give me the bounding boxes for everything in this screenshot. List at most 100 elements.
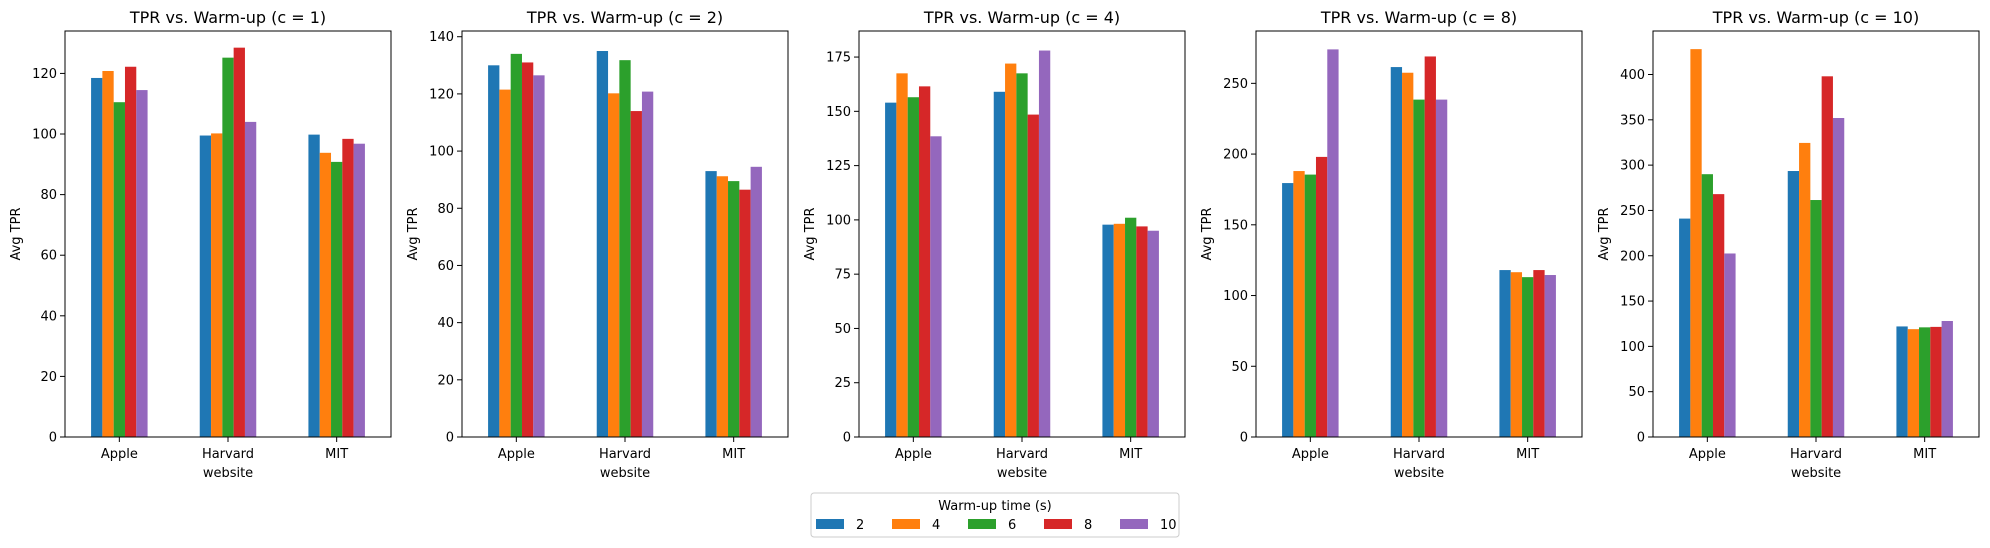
legend-swatch-4 — [892, 519, 920, 529]
panel-4: 0 50 100 150 200 250 Apple Harvard MIT website Avg… — [1200, 8, 1583, 481]
y-tick-label: 100 — [1620, 340, 1645, 355]
legend-title: Warm-up time (s) — [938, 499, 1052, 514]
y-tick-label: 0 — [1240, 431, 1248, 446]
bar-harvard-10 — [1435, 99, 1448, 438]
x-tick-label: Harvard — [1790, 447, 1842, 462]
bar-harvard-4 — [1402, 72, 1414, 437]
bar-mit-10 — [1147, 230, 1159, 437]
bar-apple-6 — [113, 102, 125, 437]
bar-mit-6 — [331, 161, 343, 437]
bar-apple-2 — [885, 102, 897, 438]
bar-apple-2 — [91, 77, 103, 438]
panel-2: 0 20 40 60 80 100 120 140 Apple Harvard MIT website… — [406, 8, 789, 481]
y-tick-label: 75 — [834, 268, 851, 283]
bar-mit-2 — [1896, 326, 1908, 437]
y-tick-label: 100 — [1223, 289, 1248, 304]
bar-apple-4 — [1293, 171, 1305, 438]
y-tick-label: 20 — [40, 370, 57, 385]
bar-mit-8 — [1136, 226, 1148, 437]
x-tick-label: MIT — [325, 447, 348, 462]
bar-mit-6 — [1919, 327, 1931, 437]
x-tick-label: Apple — [1292, 447, 1329, 462]
y-tick-label: 50 — [1231, 360, 1248, 375]
panel-title: TPR vs. Warm-up (c = 10) — [1712, 8, 1919, 27]
bar-harvard-10 — [1832, 118, 1845, 437]
bar-harvard-4 — [608, 93, 620, 437]
bar-apple-2 — [1282, 183, 1294, 437]
bar-mit-6 — [1125, 217, 1137, 437]
y-tick-label: 120 — [429, 87, 454, 102]
bar-apple-10 — [533, 75, 545, 437]
y-tick-label: 200 — [1223, 148, 1248, 163]
bar-harvard-2 — [199, 135, 212, 437]
bar-harvard-8 — [1424, 56, 1436, 438]
bar-mit-2 — [1499, 270, 1511, 437]
panel-title: TPR vs. Warm-up (c = 2) — [526, 8, 723, 27]
bar-apple-4 — [102, 70, 114, 438]
x-axis-label: website — [1394, 466, 1444, 481]
y-tick-label: 150 — [826, 105, 851, 120]
y-tick-label: 60 — [40, 249, 57, 264]
bar-mit-10 — [1544, 275, 1556, 437]
panel-title: TPR vs. Warm-up (c = 8) — [1320, 8, 1517, 27]
bar-harvard-10 — [244, 121, 257, 438]
bar-harvard-6 — [222, 57, 234, 437]
bar-apple-10 — [1327, 49, 1339, 437]
y-axis-label: Avg TPR — [1200, 207, 1215, 260]
y-tick-label: 150 — [1223, 218, 1248, 233]
x-tick-label: Apple — [1689, 447, 1726, 462]
bar-mit-6 — [1522, 277, 1534, 437]
bar-mit-4 — [1113, 223, 1126, 437]
y-tick-label: 350 — [1620, 113, 1645, 128]
bar-mit-8 — [1533, 270, 1545, 437]
x-tick-label: Apple — [895, 447, 932, 462]
bar-apple-8 — [918, 86, 931, 438]
x-tick-label: MIT — [1119, 447, 1142, 462]
bar-apple-6 — [510, 53, 522, 438]
x-tick-label: Harvard — [1393, 447, 1445, 462]
y-tick-label: 100 — [429, 145, 454, 160]
bar-apple-4 — [896, 73, 908, 437]
y-tick-label: 200 — [1620, 249, 1645, 264]
bar-harvard-4 — [1799, 142, 1811, 438]
bar-harvard-4 — [211, 133, 223, 437]
bar-mit-8 — [342, 138, 354, 438]
bar-apple-6 — [1701, 174, 1713, 437]
y-tick-label: 400 — [1620, 68, 1645, 83]
bar-mit-2 — [1102, 224, 1114, 437]
x-tick-label: MIT — [1913, 447, 1936, 462]
legend: Warm-up time (s) 2 4 6 8 10 — [810, 492, 1180, 538]
y-axis-label: Avg TPR — [1597, 207, 1612, 260]
panel-3: 0 25 50 75 100 125 150 175 Apple Harvard MIT websit… — [803, 8, 1186, 481]
bar-mit-8 — [739, 189, 751, 437]
y-tick-label: 250 — [1620, 204, 1645, 219]
panel-title: TPR vs. Warm-up (c = 1) — [129, 8, 326, 27]
y-tick-label: 50 — [1628, 385, 1645, 400]
bar-harvard-10 — [1038, 50, 1051, 437]
bar-mit-2 — [705, 171, 717, 437]
x-tick-label: MIT — [1516, 447, 1539, 462]
y-tick-label: 100 — [826, 213, 851, 228]
x-axis-label: website — [997, 466, 1047, 481]
bar-mit-4 — [716, 176, 729, 437]
bar-apple-6 — [907, 97, 919, 437]
y-tick-label: 80 — [40, 188, 57, 203]
y-tick-label: 50 — [834, 322, 851, 337]
legend-swatch-6 — [968, 519, 996, 529]
bar-apple-2 — [488, 65, 500, 437]
bar-harvard-6 — [1810, 200, 1822, 437]
bar-harvard-2 — [993, 91, 1006, 437]
y-tick-label: 40 — [40, 309, 57, 324]
x-tick-label: MIT — [722, 447, 745, 462]
x-tick-label: Apple — [101, 447, 138, 462]
bar-apple-8 — [521, 62, 534, 437]
bar-mit-4 — [1510, 272, 1523, 437]
bar-harvard-2 — [1787, 171, 1800, 437]
bar-apple-4 — [1690, 49, 1702, 438]
chart-panels: 0 20 40 60 80 100 120 Apple Harvard MIT website Avg… — [9, 8, 1980, 481]
bar-apple-2 — [1679, 218, 1691, 437]
x-tick-label: Harvard — [996, 447, 1048, 462]
bar-harvard-2 — [596, 51, 609, 437]
y-tick-label: 120 — [32, 67, 57, 82]
bar-apple-4 — [499, 89, 511, 438]
